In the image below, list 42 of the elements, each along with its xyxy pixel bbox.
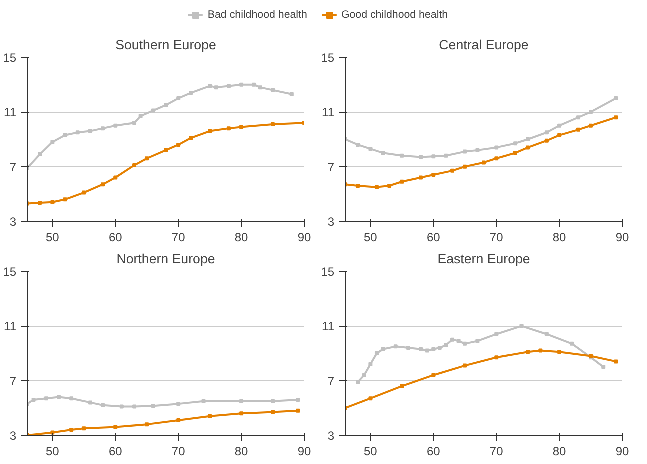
y-tick-label: 3 — [328, 429, 335, 443]
x-tick-label: 80 — [234, 230, 249, 244]
y-tick-label: 7 — [328, 160, 335, 174]
x-tick-label: 60 — [108, 230, 123, 244]
y-tick-label: 11 — [322, 320, 335, 334]
y-tick-label: 11 — [322, 106, 335, 120]
x-tick-label: 70 — [490, 230, 504, 244]
x-tick-label: 70 — [490, 444, 504, 458]
chart-title: Northern Europe — [116, 252, 216, 266]
y-tick-label: 7 — [10, 160, 17, 174]
x-tick-label: 80 — [234, 444, 249, 458]
chart-title: Eastern Europe — [438, 252, 530, 266]
y-tick-label: 15 — [321, 51, 335, 65]
x-tick-label: 60 — [108, 444, 123, 458]
x-tick-label: 50 — [46, 444, 60, 458]
x-tick-label: 50 — [46, 230, 60, 244]
x-tick-label: 50 — [364, 444, 378, 458]
y-tick-label: 15 — [321, 265, 335, 279]
x-tick-label: 90 — [616, 230, 630, 244]
x-tick-label: 90 — [298, 444, 312, 458]
chart-title: Central Europe — [439, 38, 529, 52]
y-tick-label: 15 — [3, 265, 17, 279]
x-tick-label: 90 — [298, 230, 312, 244]
y-tick-label: 7 — [328, 374, 335, 388]
y-tick-label: 3 — [10, 215, 17, 229]
legend-label: Bad childhood health — [208, 9, 308, 21]
x-tick-label: 60 — [426, 230, 441, 244]
legend-label: Good childhood health — [341, 9, 448, 21]
x-tick-label: 80 — [552, 444, 567, 458]
y-tick-label: 3 — [10, 429, 17, 443]
x-tick-label: 70 — [172, 444, 186, 458]
y-tick-label: 11 — [4, 320, 17, 334]
x-tick-label: 60 — [426, 444, 441, 458]
x-tick-label: 50 — [364, 230, 378, 244]
y-tick-label: 3 — [328, 215, 335, 229]
x-tick-label: 90 — [616, 444, 630, 458]
chart-title: Southern Europe — [116, 38, 216, 52]
y-tick-label: 7 — [10, 374, 17, 388]
x-tick-label: 70 — [172, 230, 186, 244]
x-tick-label: 80 — [552, 230, 567, 244]
y-tick-label: 11 — [4, 106, 17, 120]
y-tick-label: 15 — [3, 51, 17, 65]
